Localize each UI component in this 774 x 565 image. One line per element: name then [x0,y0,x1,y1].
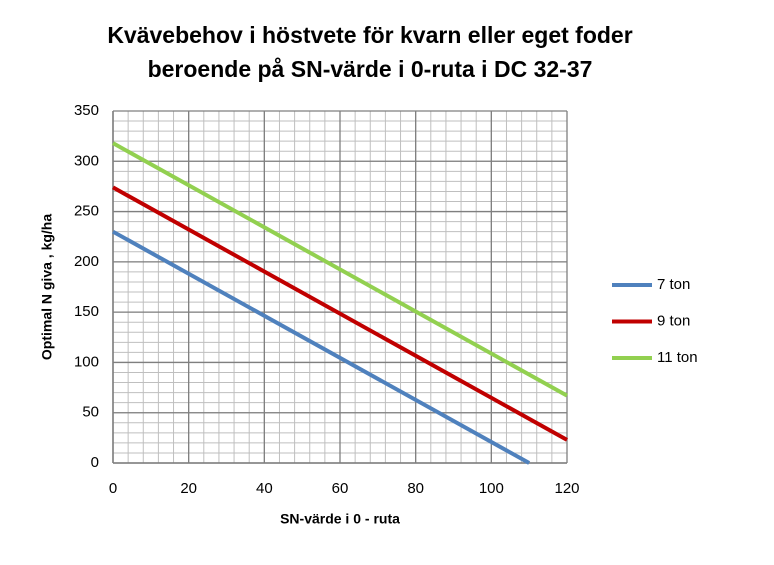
line [112,185,568,442]
x-tick-label: 60 [332,480,349,497]
legend-label: 7 ton [657,276,690,293]
y-tick-label: 300 [74,152,99,169]
x-tick-label: 80 [407,480,424,497]
x-tick-label: 20 [180,480,197,497]
y-tick-label: 350 [74,102,99,119]
x-tick-label: 0 [109,480,117,497]
chart-title: Kvävebehov i höstvete för kvarn eller eg… [107,22,632,48]
y-tick-label: 0 [91,454,99,471]
y-tick-label: 100 [74,353,99,370]
y-tick-label: 200 [74,253,99,270]
legend-label: 11 ton [657,349,698,366]
y-tick-label: 150 [74,303,99,320]
line [112,229,531,465]
legend-label: 9 ton [657,312,690,329]
y-axis-label: Optimal N giva , kg/ha [39,214,55,360]
y-tick-label: 250 [74,203,99,220]
x-axis-label: SN-värde i 0 - ruta [280,511,400,527]
y-tick-label: 50 [82,404,99,421]
chart-title: beroende på SN-värde i 0-ruta i DC 32-37 [148,56,593,82]
x-tick-label: 100 [479,480,504,497]
x-tick-label: 40 [256,480,273,497]
line [112,141,568,398]
x-tick-label: 120 [554,480,579,497]
